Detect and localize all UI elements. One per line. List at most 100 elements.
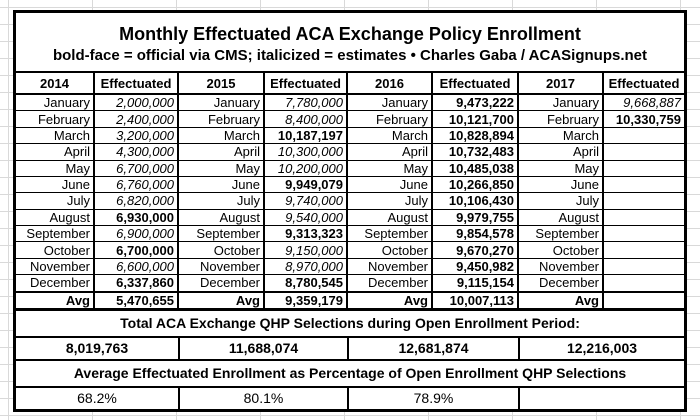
value-cell-2014: 6,820,000 <box>93 192 179 210</box>
month-row-november: November 6,600,000 November 8,970,000 Novemb… <box>16 257 684 276</box>
value-cell-2014: 6,930,000 <box>93 208 179 227</box>
month-cell-2016: June <box>346 175 433 194</box>
value-cell-2014: 3,200,000 <box>93 126 179 145</box>
value-cell-2015: 9,740,000 <box>263 192 348 210</box>
value-cell-2016: 10,106,430 <box>431 192 519 210</box>
value-cell-2017 <box>602 208 684 227</box>
month-cell-2016: April <box>346 143 433 161</box>
avg-row: Avg 5,470,655 Avg 9,359,179 Avg 10,007,113 Avg <box>16 290 684 309</box>
value-cell-2015: 10,187,197 <box>263 126 348 145</box>
month-cell-2017: May <box>517 159 604 177</box>
qhp-total-2016: 12,681,874 <box>347 338 518 359</box>
avg-label-cell-2016: Avg <box>346 290 433 309</box>
qhp-total-header: Total ACA Exchange QHP Selections during… <box>16 309 684 336</box>
month-cell-2017: November <box>517 257 604 276</box>
effectuated-header-2015: Effectuated <box>263 73 348 95</box>
month-cell-2017: March <box>517 126 604 145</box>
value-cell-2014: 6,700,000 <box>93 159 179 177</box>
month-cell-2016: November <box>346 257 433 276</box>
month-cell-2016: December <box>346 274 433 293</box>
month-cell-2014: July <box>16 192 95 210</box>
value-cell-2017 <box>602 225 684 243</box>
value-cell-2017 <box>602 241 684 259</box>
month-cell-2016: August <box>346 208 433 227</box>
month-cell-2014: May <box>16 159 95 177</box>
month-cell-2015: February <box>177 110 265 128</box>
effectuated-header-2016: Effectuated <box>431 73 519 95</box>
value-cell-2014: 6,900,000 <box>93 225 179 243</box>
value-cell-2016: 10,485,038 <box>431 159 519 177</box>
value-cell-2015: 10,200,000 <box>263 159 348 177</box>
month-cell-2015: January <box>177 93 265 112</box>
value-cell-2017 <box>602 257 684 276</box>
month-cell-2015: April <box>177 143 265 161</box>
month-cell-2014: January <box>16 93 95 112</box>
month-cell-2016: January <box>346 93 433 112</box>
month-cell-2015: May <box>177 159 265 177</box>
month-rows: January 2,000,000 January 7,780,000 January 9… <box>16 93 684 309</box>
month-row-august: August 6,930,000 August 9,540,000 August 9,97… <box>16 208 684 227</box>
value-cell-2014: 6,600,000 <box>93 257 179 276</box>
month-cell-2016: May <box>346 159 433 177</box>
value-cell-2015: 8,780,545 <box>263 274 348 293</box>
value-cell-2014: 6,700,000 <box>93 241 179 259</box>
value-cell-2015: 8,970,000 <box>263 257 348 276</box>
pct-2014: 68.2% <box>77 390 117 406</box>
value-cell-2016: 9,670,270 <box>431 241 519 259</box>
month-cell-2015: March <box>177 126 265 145</box>
month-cell-2014: December <box>16 274 95 293</box>
effectuated-header-2014: Effectuated <box>93 73 179 95</box>
month-cell-2017: February <box>517 110 604 128</box>
value-cell-2017 <box>602 143 684 161</box>
value-cell-2016: 9,473,222 <box>431 93 519 112</box>
pct-2017 <box>518 388 684 409</box>
month-cell-2014: August <box>16 208 95 227</box>
pct-2015: 80.1% <box>178 388 347 409</box>
effectuated-header-2017: Effectuated <box>602 73 684 95</box>
avg-label-cell-2015: Avg <box>177 290 265 309</box>
value-cell-2014: 2,400,000 <box>93 110 179 128</box>
month-row-june: June 6,760,000 June 9,949,079 June 10,266,850… <box>16 175 684 194</box>
value-cell-2015: 8,400,000 <box>263 110 348 128</box>
month-row-october: October 6,700,000 October 9,150,000 October 9… <box>16 241 684 259</box>
value-cell-2014: 6,337,860 <box>93 274 179 293</box>
month-cell-2015: July <box>177 192 265 210</box>
year-header-2015: 2015 <box>177 73 265 95</box>
pct-values-row: 68.2% 80.1% 78.9% <box>16 386 684 409</box>
value-cell-2016: 10,121,700 <box>431 110 519 128</box>
month-cell-2015: September <box>177 225 265 243</box>
pct-header: Average Effectuated Enrollment as Percen… <box>16 359 684 386</box>
month-cell-2014: October <box>16 241 95 259</box>
table-subtitle: bold-face = official via CMS; italicized… <box>52 47 648 64</box>
value-cell-2016: 10,266,850 <box>431 175 519 194</box>
header-row: 2014 Effectuated 2015 Effectuated 2016 Effect… <box>16 73 684 95</box>
year-header-2017: 2017 <box>517 73 604 95</box>
month-row-july: July 6,820,000 July 9,740,000 July 10,106,430… <box>16 192 684 210</box>
enrollment-table: Monthly Effectuated ACA Exchange Policy … <box>13 10 687 412</box>
month-cell-2016: September <box>346 225 433 243</box>
table-title-box: Monthly Effectuated ACA Exchange Policy … <box>16 13 684 73</box>
value-cell-2017 <box>602 159 684 177</box>
month-row-april: April 4,300,000 April 10,300,000 April 10,732… <box>16 143 684 161</box>
month-cell-2014: June <box>16 175 95 194</box>
year-header-row: 2014 Effectuated 2015 Effectuated 2016 Effect… <box>16 73 684 95</box>
table-title: Monthly Effectuated ACA Exchange Policy … <box>119 24 581 44</box>
qhp-total-2015: 11,688,074 <box>178 338 347 359</box>
year-header-2014: 2014 <box>16 73 95 95</box>
value-cell-2016: 9,854,578 <box>431 225 519 243</box>
pct-2016: 78.9% <box>347 388 518 409</box>
month-cell-2014: April <box>16 143 95 161</box>
value-cell-2016: 10,732,483 <box>431 143 519 161</box>
month-cell-2015: November <box>177 257 265 276</box>
avg-value-cell-2017 <box>602 290 684 309</box>
value-cell-2015: 9,540,000 <box>263 208 348 227</box>
month-cell-2017: October <box>517 241 604 259</box>
month-cell-2017: April <box>517 143 604 161</box>
value-cell-2016: 9,115,154 <box>431 274 519 293</box>
month-cell-2016: October <box>346 241 433 259</box>
month-cell-2017: July <box>517 192 604 210</box>
month-cell-2015: August <box>177 208 265 227</box>
month-cell-2016: February <box>346 110 433 128</box>
value-cell-2016: 9,979,755 <box>431 208 519 227</box>
